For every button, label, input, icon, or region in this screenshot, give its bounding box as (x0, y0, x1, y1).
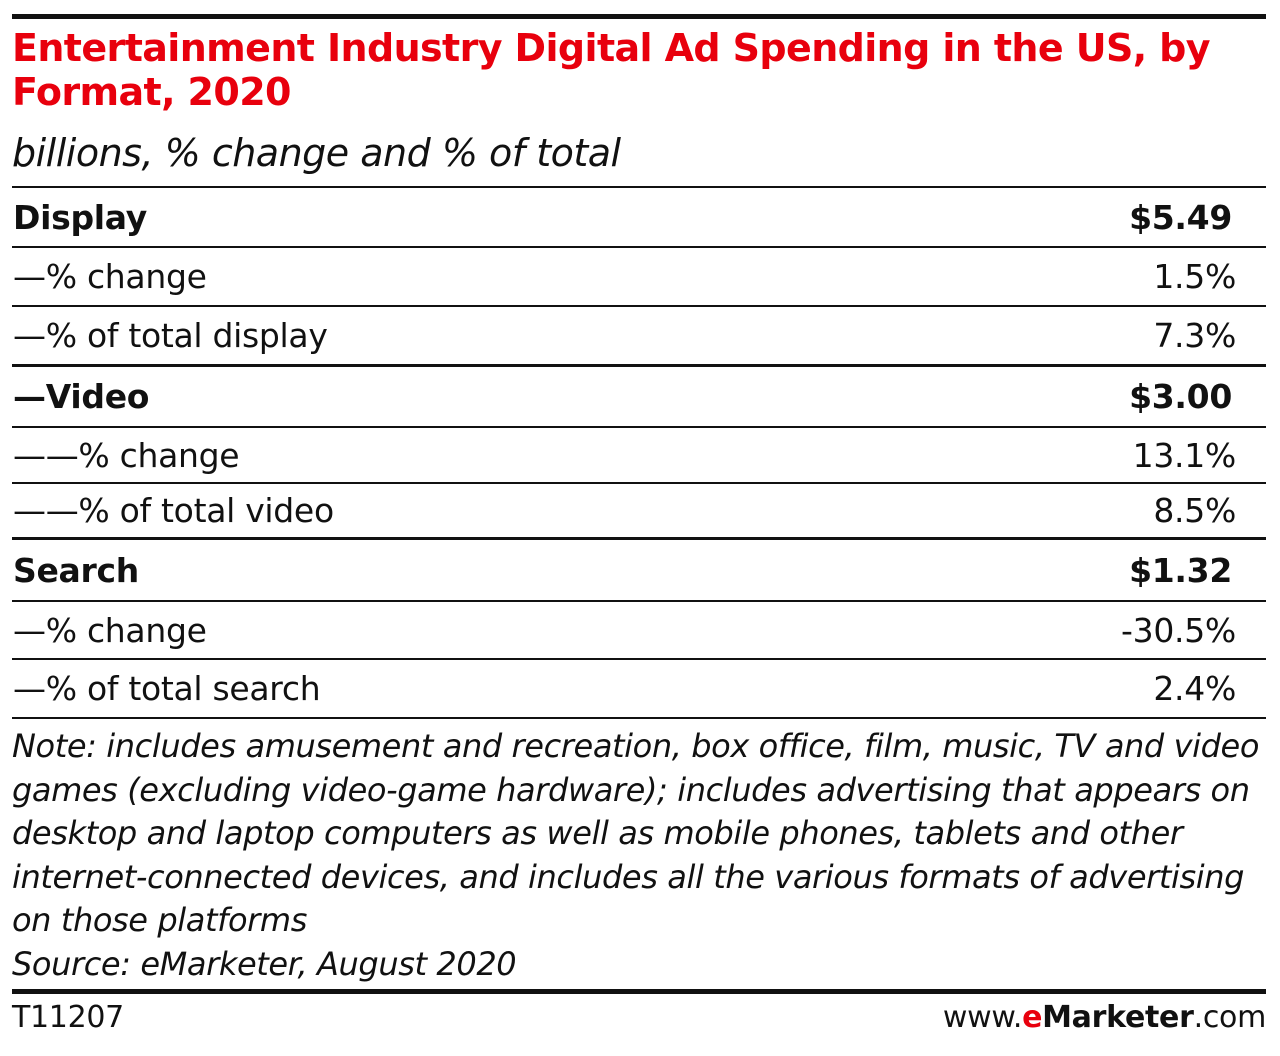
row-label: —% change (13, 610, 207, 650)
chart-notes: Note: includes amusement and recreation,… (12, 725, 1266, 986)
logo-accent: e (1022, 1000, 1043, 1035)
row-value: -30.5% (1121, 610, 1236, 650)
note-text: Note: includes amusement and recreation,… (12, 727, 1260, 939)
chart-subtitle: billions, % change and % of total (12, 131, 621, 175)
row-value: 1.5% (1153, 257, 1236, 296)
row-label: Display (13, 197, 147, 237)
row-value: 7.3% (1153, 316, 1236, 355)
row-value: 8.5% (1153, 491, 1236, 530)
table-row: —% change 1.5% (12, 248, 1266, 307)
table-row: —% of total search 2.4% (12, 660, 1266, 719)
row-label: ——% of total video (13, 491, 334, 530)
row-value: 13.1% (1132, 435, 1237, 475)
row-label: Search (13, 550, 139, 590)
table-row: —Video $3.00 (12, 367, 1266, 428)
table-row: Display $5.49 (12, 188, 1266, 248)
row-label: —% of total search (13, 669, 321, 708)
row-value: $3.00 (1129, 377, 1232, 416)
row-label: —Video (13, 377, 150, 416)
table-row: —% change -30.5% (12, 602, 1266, 660)
table-row: —% of total display 7.3% (12, 307, 1266, 367)
table-row: ——% of total video 8.5% (12, 484, 1266, 540)
logo-brand: Marketer (1042, 1000, 1194, 1035)
logo-prefix: www. (942, 1000, 1023, 1035)
row-label: ——% change (13, 435, 240, 475)
chart-id: T11207 (12, 1000, 124, 1035)
logo-suffix: .com (1193, 1000, 1267, 1035)
bottom-rule (12, 989, 1266, 994)
source-text: Source: eMarketer, August 2020 (12, 944, 517, 983)
data-table: Display $5.49 —% change 1.5% —% of total dis… (12, 186, 1266, 719)
table-row: ——% change 13.1% (12, 428, 1266, 484)
chart-title: Entertainment Industry Digital Ad Spendi… (12, 26, 1211, 114)
table-row: Search $1.32 (12, 540, 1266, 602)
row-value: $5.49 (1129, 197, 1232, 237)
row-value: $1.32 (1129, 550, 1232, 590)
row-label: —% of total display (13, 316, 328, 355)
row-label: —% change (13, 257, 207, 296)
top-rule (12, 14, 1266, 19)
emarketer-logo[interactable]: www.eMarketer.com (943, 1000, 1266, 1035)
row-value: 2.4% (1153, 669, 1236, 708)
